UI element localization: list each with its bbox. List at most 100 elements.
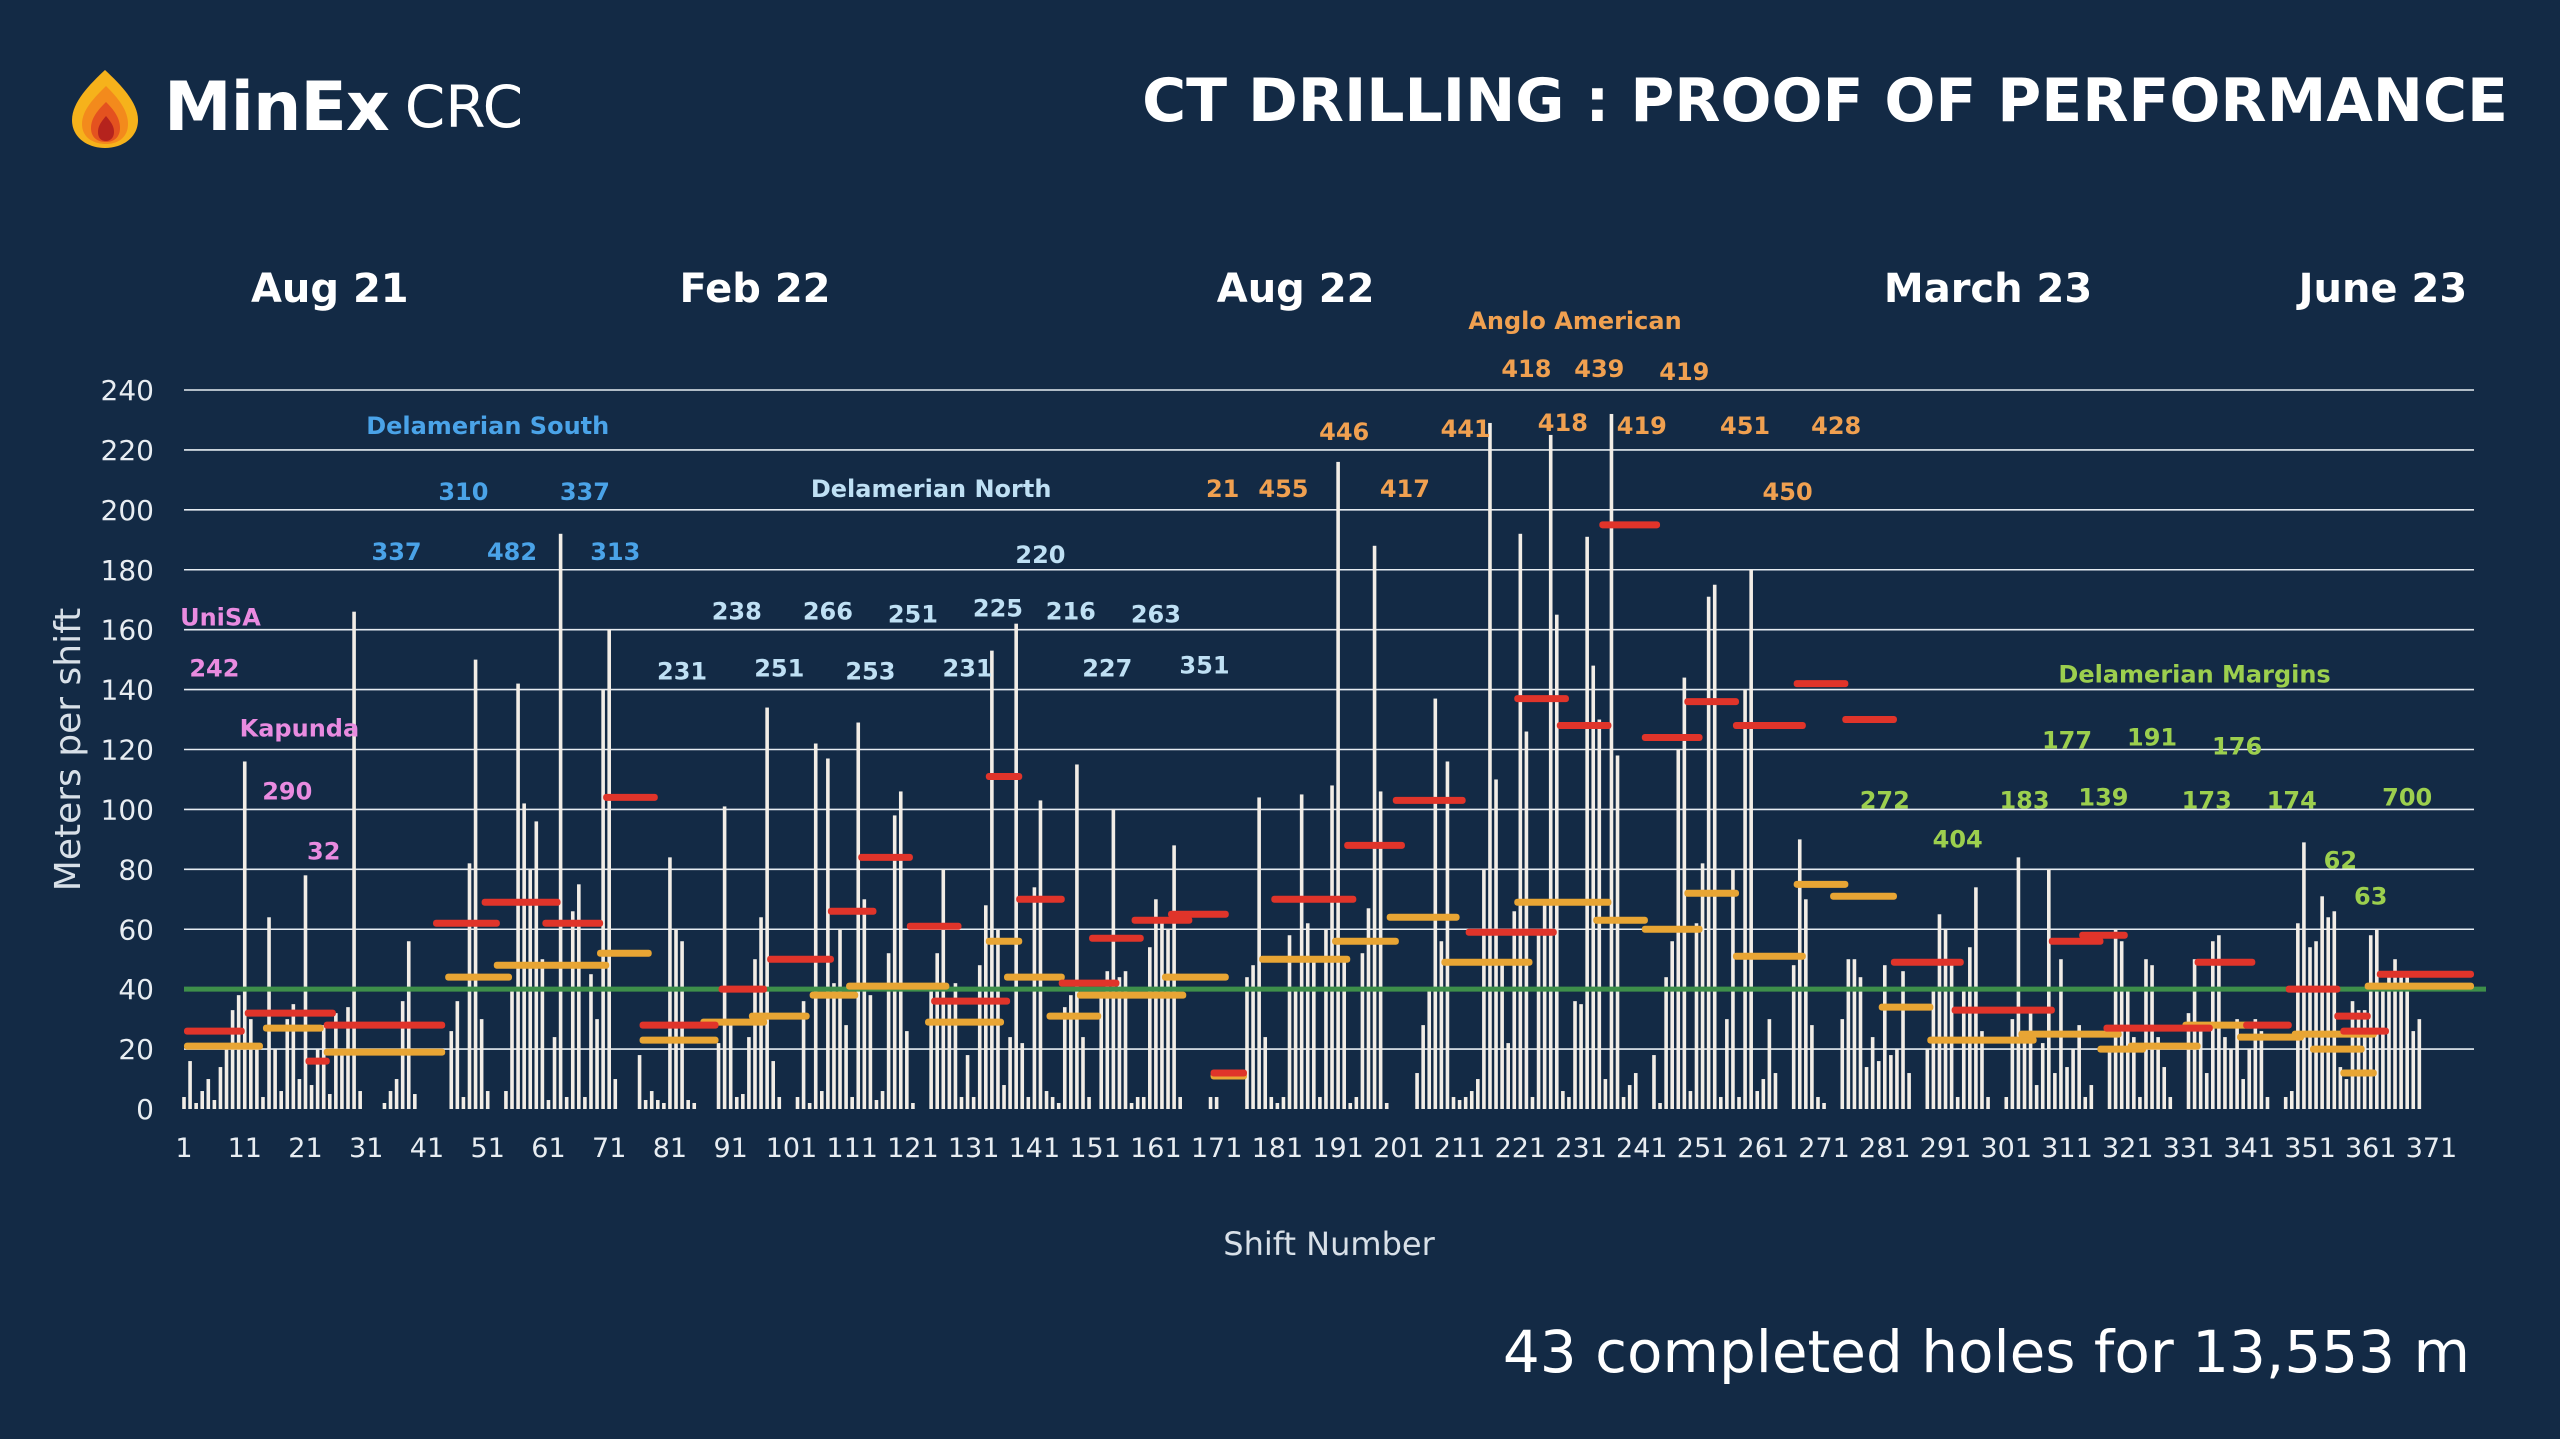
average-marker-red: [1392, 796, 1466, 804]
y-tick-label: 40: [118, 973, 154, 1006]
shift-bar: [1336, 461, 1340, 1109]
shift-bar: [297, 1079, 302, 1109]
shift-bar: [1567, 1097, 1571, 1109]
shift-bar: [753, 959, 757, 1109]
shift-bar: [1937, 914, 1942, 1109]
annotation-label: 418: [1501, 355, 1551, 383]
average-marker-red: [2334, 1012, 2371, 1020]
annotation-label: 62: [2324, 846, 2357, 874]
shift-bar: [2010, 1019, 2015, 1109]
annotation-label: 176: [2212, 733, 2262, 761]
shift-bar: [1287, 935, 1292, 1109]
x-tick-label: 301: [1981, 1133, 2033, 1164]
shift-bar: [1597, 719, 1602, 1109]
shift-bar: [1810, 1025, 1814, 1109]
shift-bar: [819, 1091, 824, 1109]
shift-bar: [303, 875, 308, 1109]
annotation-label: 351: [1179, 652, 1229, 680]
average-marker-red: [2079, 931, 2128, 939]
average-marker-red: [1793, 680, 1849, 688]
average-marker-orange: [1641, 925, 1703, 933]
annotation-label: 441: [1441, 415, 1491, 443]
shift-bar: [1961, 989, 1966, 1109]
x-tick-label: 221: [1495, 1133, 1547, 1164]
shift-bar: [959, 1097, 964, 1109]
x-tick-label: 61: [531, 1133, 565, 1164]
shift-bar: [291, 1004, 296, 1109]
shift-bar: [2016, 857, 2021, 1109]
shift-bar: [1931, 989, 1936, 1109]
average-marker-red: [2243, 1021, 2292, 1029]
shift-bar: [1925, 1049, 1930, 1109]
shift-bar: [905, 1031, 909, 1109]
average-marker-red: [1089, 934, 1144, 942]
shift-bar: [1682, 677, 1687, 1109]
shift-bar: [224, 1049, 229, 1109]
average-marker-red: [184, 1027, 245, 1035]
shift-bar: [844, 1025, 848, 1109]
annotation-label: 418: [1538, 409, 1588, 437]
shift-bar: [1305, 923, 1310, 1109]
shift-bar: [1293, 989, 1298, 1109]
shift-bar: [1208, 1097, 1213, 1109]
average-marker-red: [767, 955, 834, 963]
average-marker-orange: [1076, 991, 1187, 999]
average-marker-orange: [2018, 1030, 2122, 1038]
average-marker-orange: [748, 1012, 810, 1020]
shift-bar: [734, 1097, 739, 1109]
shift-bar: [1160, 923, 1164, 1109]
annotation-label: 183: [1999, 786, 2049, 814]
shift-bar: [1609, 413, 1614, 1109]
average-marker-red: [931, 997, 1011, 1005]
annotation-label: 21: [1206, 475, 1239, 503]
shift-bar: [741, 1094, 745, 1109]
average-marker-red: [1131, 916, 1193, 924]
shift-bar: [953, 983, 958, 1109]
shift-bar: [649, 1091, 654, 1109]
shift-bar: [242, 761, 247, 1109]
shift-bar: [1500, 965, 1504, 1109]
average-marker-red: [906, 922, 962, 930]
shift-bar: [1148, 947, 1152, 1109]
shift-bar: [1980, 1031, 1984, 1109]
average-marker-red: [1344, 841, 1405, 849]
x-tick-label: 161: [1130, 1133, 1182, 1164]
logo-sub: CRC: [404, 73, 524, 141]
shift-bar: [236, 995, 241, 1109]
shift-bar: [2344, 1079, 2349, 1109]
y-axis-title: Meters per shift: [48, 608, 89, 891]
x-axis-title: Shift Number: [1223, 1225, 1435, 1263]
x-tick-label: 51: [471, 1133, 505, 1164]
shift-bar: [765, 707, 769, 1109]
shift-bar: [1488, 422, 1492, 1109]
shift-bar: [1974, 887, 1978, 1109]
shift-bar: [850, 1097, 854, 1109]
shift-bar: [1949, 959, 1954, 1109]
shift-bar: [990, 650, 994, 1109]
average-marker-orange: [639, 1036, 719, 1044]
shift-bar: [674, 929, 678, 1109]
shift-bar: [1889, 1055, 1893, 1109]
shift-bar: [747, 1037, 751, 1109]
annotation-label: Delamerian North: [811, 475, 1052, 503]
average-marker-red: [1210, 1069, 1247, 1077]
shift-bar: [2253, 1019, 2258, 1109]
shift-bar: [2350, 1001, 2355, 1109]
shift-bar: [868, 995, 873, 1109]
shift-bar: [583, 1097, 587, 1109]
shift-bar: [1342, 959, 1346, 1109]
shift-bar: [2259, 1031, 2264, 1109]
shift-bar: [1384, 1103, 1389, 1109]
shift-bar: [1463, 1097, 1468, 1109]
annotation-label: 450: [1763, 478, 1813, 506]
x-tick-label: 271: [1798, 1133, 1850, 1164]
period-label: Aug 21: [251, 266, 409, 312]
shift-bar: [1658, 1103, 1662, 1109]
shift-bar: [1081, 1037, 1085, 1109]
shift-bar: [1269, 1097, 1274, 1109]
shift-bar: [2156, 1037, 2160, 1109]
y-tick-label: 180: [101, 554, 154, 587]
shift-bar: [947, 1001, 952, 1109]
average-marker-orange: [184, 1042, 263, 1050]
shift-bar: [1038, 800, 1043, 1109]
